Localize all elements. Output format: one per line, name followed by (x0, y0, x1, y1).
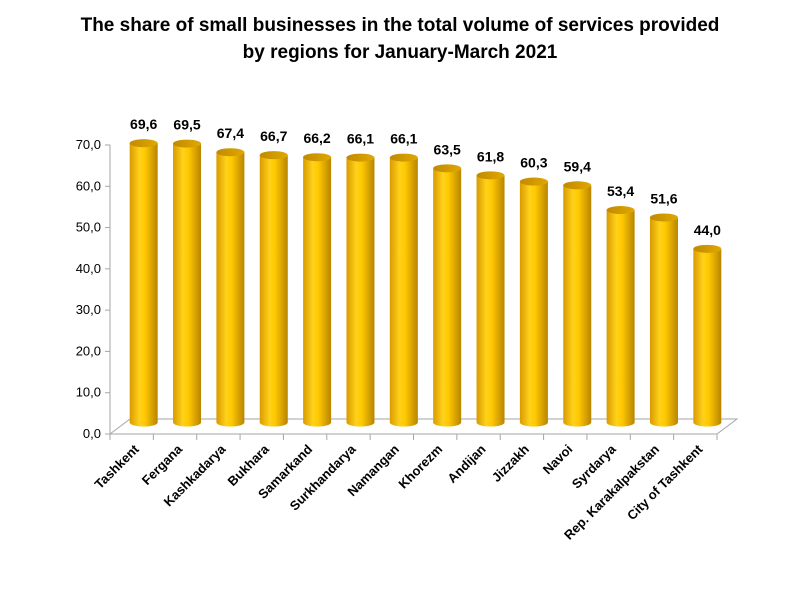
bar (173, 139, 202, 427)
bar (303, 153, 332, 427)
bar-top (433, 164, 462, 173)
data-label: 69,5 (173, 117, 200, 133)
bar-top (303, 153, 332, 162)
bar-body (649, 217, 678, 427)
bar-body (519, 181, 548, 427)
chart-title: The share of small businesses in the tot… (0, 12, 800, 66)
data-label: 44,0 (694, 222, 721, 238)
data-label: 66,1 (347, 131, 374, 147)
bar-top (129, 139, 158, 148)
bar-top (519, 177, 548, 186)
x-axis-label: Andijan (444, 441, 488, 485)
bar-top (693, 244, 722, 253)
data-label: 53,4 (607, 183, 634, 199)
bar (259, 151, 288, 427)
x-axis-label: Navoi (540, 442, 576, 478)
data-label: 61,8 (477, 148, 504, 164)
bar-top (649, 213, 678, 222)
data-label: 67,4 (217, 125, 244, 141)
y-tick-label: 30,0 (76, 302, 101, 317)
data-label: 66,1 (390, 131, 417, 147)
bar (649, 213, 678, 427)
bar (563, 181, 592, 427)
bars (129, 139, 722, 427)
y-tick-label: 10,0 (76, 385, 101, 400)
x-axis-labels: TashkentFerganaKashkadaryaBukharaSamarka… (92, 441, 706, 543)
bar (216, 148, 245, 427)
bar-body (129, 143, 158, 427)
bar-top (389, 153, 418, 162)
bar (519, 177, 548, 427)
bar-top (606, 206, 635, 215)
data-label: 66,7 (260, 128, 287, 144)
bar-body (173, 143, 202, 427)
bar-body (433, 168, 462, 427)
bar-body (389, 157, 418, 427)
bar (693, 244, 722, 427)
bar (433, 164, 462, 427)
y-tick-label: 70,0 (76, 137, 101, 152)
y-tick-label: 0,0 (83, 426, 101, 441)
chart-title-line-1: The share of small businesses in the tot… (80, 15, 720, 36)
y-tick-label: 60,0 (76, 178, 101, 193)
bar-top (476, 171, 505, 180)
data-label: 51,6 (650, 190, 677, 206)
data-label: 60,3 (520, 155, 547, 171)
data-label: 63,5 (434, 141, 461, 157)
y-tick-label: 50,0 (76, 220, 101, 235)
bar-body (476, 175, 505, 427)
x-axis-label: Jizzakh (489, 441, 532, 484)
bar-body (216, 152, 245, 427)
x-axis-label: City of Tashkent (624, 441, 706, 523)
bar (476, 171, 505, 427)
data-labels: 69,6 69,5 67,4 66,7 66,2 66,1 66,1 63,5 61,8 60,3… (130, 116, 721, 238)
y-tick-label: 40,0 (76, 261, 101, 276)
chart-title-line-2: by regions for January-March 2021 (242, 42, 558, 63)
bar (346, 153, 375, 427)
bar-body (303, 157, 332, 427)
bar-body (606, 210, 635, 427)
chart-floor (108, 418, 739, 435)
bar-top (346, 153, 375, 162)
bar (606, 206, 635, 427)
bar-body (259, 155, 288, 427)
data-label: 69,6 (130, 116, 157, 132)
data-label: 66,2 (303, 130, 330, 146)
bar-top (173, 139, 202, 148)
x-axis-label: Khorezm (395, 442, 445, 492)
y-tick-label: 20,0 (76, 343, 101, 358)
bar (389, 153, 418, 427)
data-label: 59,4 (564, 158, 591, 174)
bar-body (563, 185, 592, 427)
bar-top (216, 148, 245, 157)
bar-top (259, 151, 288, 160)
bar-top (563, 181, 592, 190)
bar-body (693, 248, 722, 427)
bar-body (346, 157, 375, 427)
bar (129, 139, 158, 427)
x-axis-label: Tashkent (92, 441, 143, 492)
